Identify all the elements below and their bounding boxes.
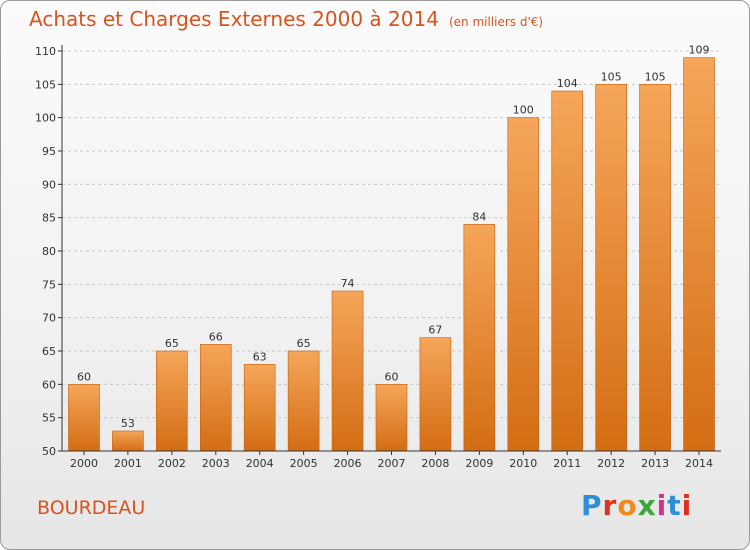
- bar: [156, 350, 188, 452]
- bar-value-label: 100: [513, 104, 534, 117]
- bar: [331, 290, 364, 452]
- y-tick-label: 85: [42, 212, 56, 225]
- x-tick-label: 2005: [290, 457, 318, 470]
- bar: [507, 117, 540, 452]
- bar-value-label: 63: [253, 350, 267, 363]
- bar: [112, 430, 144, 452]
- y-tick-label: 60: [42, 378, 56, 391]
- y-tick-label: 65: [42, 345, 56, 358]
- x-tick-label: 2010: [509, 457, 537, 470]
- bar-value-label: 104: [557, 77, 578, 90]
- y-tick-label: 110: [35, 45, 56, 58]
- bar: [683, 57, 715, 452]
- x-tick-label: 2000: [70, 457, 98, 470]
- bar: [375, 384, 408, 452]
- bar: [419, 337, 452, 452]
- bar: [199, 344, 232, 452]
- commune-name: BOURDEAU: [37, 497, 146, 519]
- bar-value-label: 60: [385, 370, 399, 383]
- x-tick-label: 2014: [685, 457, 713, 470]
- proxiti-logo: Proxiti: [581, 489, 692, 522]
- bar: [639, 84, 671, 452]
- bar-value-label: 53: [121, 417, 135, 430]
- x-tick-label: 2001: [114, 457, 142, 470]
- bar-value-label: 105: [601, 70, 622, 83]
- bar-value-label: 67: [428, 324, 442, 337]
- y-tick-label: 55: [42, 412, 56, 425]
- y-tick-label: 105: [35, 78, 56, 91]
- bar-value-label: 65: [165, 337, 179, 350]
- x-tick-label: 2008: [421, 457, 449, 470]
- bar: [463, 224, 496, 452]
- x-tick-label: 2004: [246, 457, 274, 470]
- axis-layer: 50 55 60 65 70 75 80 85 90 95 100 105 110: [35, 45, 721, 458]
- bar-value-label: 105: [645, 70, 666, 83]
- chart-title: Achats et Charges Externes 2000 à 2014 (e…: [29, 7, 543, 31]
- y-tick-label: 100: [35, 112, 56, 125]
- bar-value-label: 60: [77, 370, 91, 383]
- bar: [551, 90, 584, 452]
- unit-label: (en milliers d'€): [448, 15, 544, 29]
- bar-value-label: 109: [689, 44, 710, 57]
- logo-letter: i: [681, 489, 693, 522]
- logo-letter: r: [602, 489, 618, 522]
- logo-letter: x: [637, 489, 657, 522]
- x-tick-label: 2011: [553, 457, 581, 470]
- bars-layer: [68, 57, 715, 452]
- y-tick-label: 95: [42, 145, 56, 158]
- x-tick-label: 2003: [202, 457, 230, 470]
- logo-letter: i: [656, 489, 668, 522]
- x-tick-label: 2009: [465, 457, 493, 470]
- x-tick-label: 2013: [641, 457, 669, 470]
- y-tick-label: 80: [42, 245, 56, 258]
- logo-letter: o: [617, 489, 638, 522]
- logo-letter: P: [581, 489, 603, 522]
- bar: [287, 350, 320, 452]
- title-text: Achats et Charges Externes 2000 à 2014: [29, 7, 439, 31]
- bar: [595, 84, 627, 452]
- y-tick-label: 70: [42, 312, 56, 325]
- bar: [243, 364, 276, 452]
- x-tick-label: 2006: [334, 457, 362, 470]
- y-tick-label: 50: [42, 445, 56, 458]
- bar-value-label: 65: [297, 337, 311, 350]
- bar-value-label: 84: [472, 210, 486, 223]
- x-tick-label: 2007: [378, 457, 406, 470]
- bar: [68, 384, 100, 452]
- y-tick-label: 75: [42, 278, 56, 291]
- x-tick-label: 2002: [158, 457, 186, 470]
- bar-value-label: 74: [341, 277, 355, 290]
- x-tick-label: 2012: [597, 457, 625, 470]
- logo-letter: t: [667, 489, 682, 522]
- bar-value-label: 66: [209, 330, 223, 343]
- y-tick-label: 90: [42, 178, 56, 191]
- labels-layer: 60 2000 53 2001 65 2002 66 2003 63 2004 65 2005 74 20…: [70, 44, 713, 470]
